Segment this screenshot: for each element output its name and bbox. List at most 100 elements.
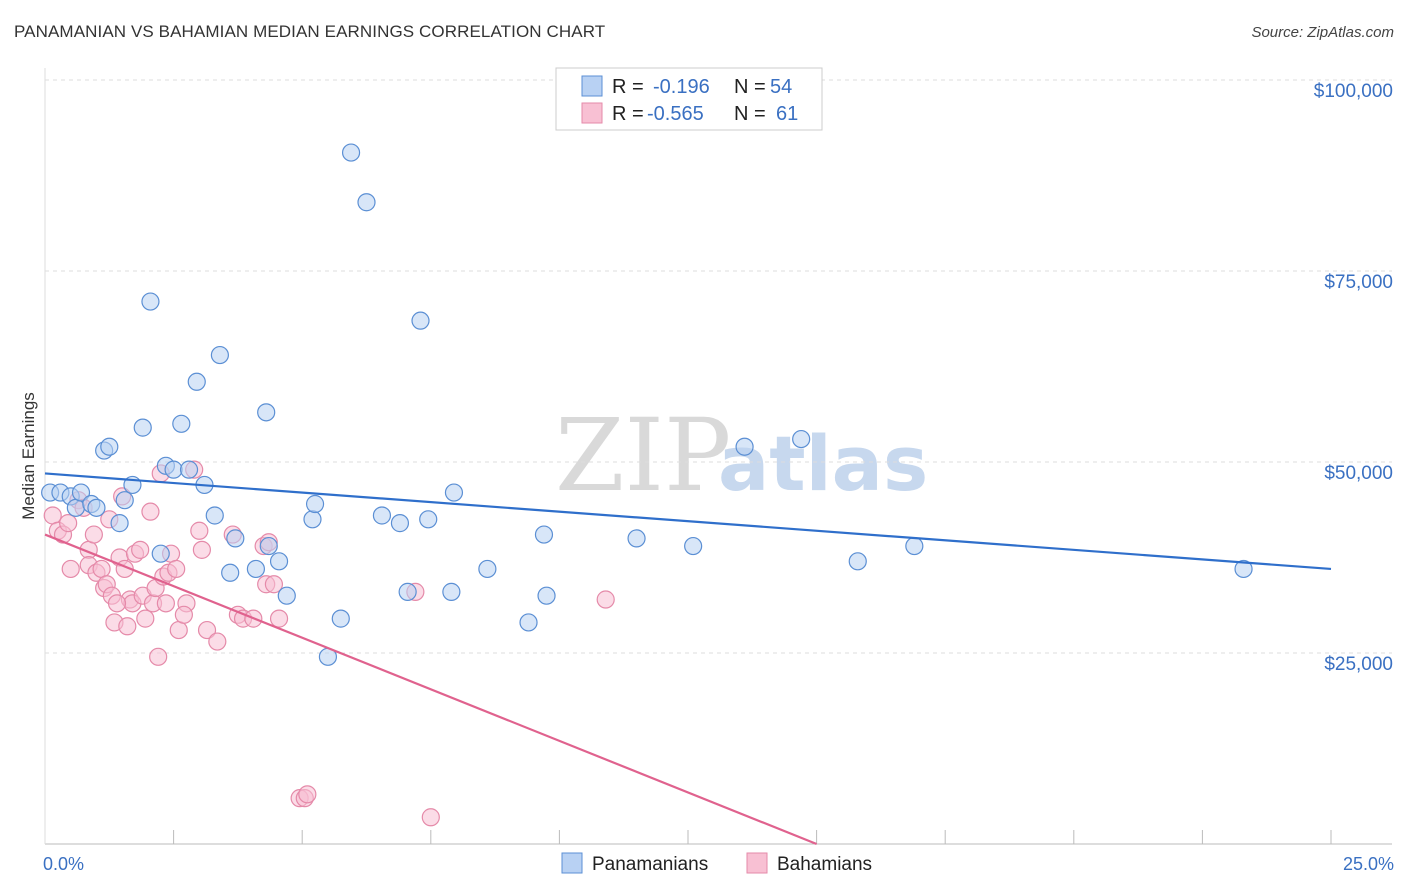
bahamians-point-36 [167, 559, 186, 579]
bahamians-point-39 [174, 605, 193, 624]
legend-n-label-1: N = [734, 76, 766, 98]
panamanians-point-24 [226, 529, 245, 548]
x-axis-ticks [173, 830, 1332, 844]
bahamians-point-3 [59, 514, 78, 533]
panamanians-point-48 [684, 536, 703, 556]
panamanians-point-23 [221, 563, 240, 582]
bahamians-trend-line [44, 533, 818, 846]
bahamians-point-27 [141, 502, 160, 521]
legend-r-value-2: -0.565 [647, 103, 704, 125]
legend-n-value-2: 61 [776, 103, 798, 125]
panamanians-point-47 [627, 529, 646, 548]
bahamians-point-11 [92, 559, 111, 579]
bahamians-point-52 [264, 575, 284, 594]
panamanians-point-3 [66, 498, 85, 517]
watermark-atlas: atlas [718, 419, 928, 508]
panamanians-point-44 [519, 613, 538, 632]
panamanians-point-28 [269, 552, 289, 571]
panamanians-point-19 [187, 372, 206, 391]
y-tick-label-25000: $25,000 [1324, 654, 1393, 675]
panamanians-point-52 [905, 536, 924, 556]
panamanians-point-16 [164, 460, 183, 479]
x-tick-label-max: 25.0% [1343, 854, 1394, 874]
series-legend-label-bahamians: Bahamians [777, 854, 872, 875]
bahamians-point-58 [596, 590, 615, 609]
panamanians-point-40 [419, 510, 438, 529]
bahamians-point-43 [208, 632, 227, 651]
bahamians-point-37 [169, 620, 188, 640]
panamanians-point-30 [303, 510, 322, 529]
watermark: ZIP atlas [555, 397, 928, 514]
y-tick-label-100000: $100,000 [1314, 81, 1393, 102]
bahamians-point-4 [61, 559, 80, 579]
panamanians-point-22 [210, 345, 229, 365]
bahamians-point-0 [43, 506, 62, 525]
bahamians-point-20 [118, 617, 137, 636]
panamanians-point-14 [151, 544, 170, 563]
panamanians-point-49 [735, 437, 754, 456]
bahamians-point-26 [136, 609, 155, 628]
bahamians-point-42 [197, 620, 217, 640]
panamanians-point-29 [277, 586, 296, 605]
bahamians-point-51 [269, 609, 289, 628]
panamanians-point-53 [1234, 559, 1253, 579]
panamanians-point-46 [537, 586, 556, 605]
panamanians-point-33 [331, 609, 350, 628]
panamanians-point-17 [172, 414, 191, 433]
bahamians-point-33 [156, 594, 175, 613]
bahamians-point-9 [84, 525, 103, 544]
panamanians-point-41 [442, 582, 461, 601]
y-axis-tick-labels: $25,000 $50,000 $75,000 $100,000 [1314, 81, 1393, 675]
bahamians-point-41 [192, 540, 211, 559]
watermark-zip: ZIP [555, 397, 731, 514]
series-legend-label-panamanians: Panamanians [592, 854, 708, 875]
panamanians-point-51 [848, 552, 867, 571]
source-credit: Source: ZipAtlas.com [1251, 24, 1394, 41]
panamanians-point-38 [398, 582, 417, 601]
panamanians-point-45 [534, 525, 554, 544]
panamanians-point-31 [305, 494, 325, 514]
panamanians-point-21 [205, 506, 224, 525]
axes [44, 68, 1392, 845]
legend-swatch-bahamians [581, 102, 603, 124]
chart-title: PANAMANIAN VS BAHAMIAN MEDIAN EARNINGS C… [14, 22, 606, 41]
panamanians-point-12 [133, 418, 152, 437]
panamanians-point-13 [141, 292, 160, 311]
bahamians-point-24 [131, 540, 150, 559]
panamanians-point-42 [444, 483, 464, 502]
panamanians-point-27 [259, 536, 278, 556]
panamanians-point-35 [357, 193, 376, 212]
panamanians-point-43 [478, 559, 497, 579]
series-legend: Panamanians Bahamians [561, 852, 872, 875]
panamanians-point-6 [87, 498, 106, 517]
legend-n-value-1: 54 [770, 76, 792, 98]
panamanians-point-18 [179, 460, 199, 479]
legend-n-label-2: N = [734, 103, 766, 125]
panamanians-point-39 [411, 311, 430, 330]
y-tick-label-50000: $50,000 [1324, 463, 1393, 484]
correlation-legend: R = -0.196 N = 54 R = -0.565 N = 61 [555, 67, 823, 131]
legend-swatch-panamanians [581, 75, 603, 97]
panamanians-trend-line [44, 472, 1332, 571]
panamanians-point-34 [341, 143, 361, 162]
panamanians-point-37 [390, 514, 410, 533]
legend-r-label-1: R = [612, 76, 644, 98]
panamanians-point-9 [110, 514, 129, 533]
bahamians-point-55 [298, 785, 317, 804]
y-axis-label: Median Earnings [19, 392, 38, 520]
panamanians-point-25 [246, 559, 266, 579]
bahamians-point-59 [190, 521, 209, 540]
panamanians-point-4 [71, 483, 91, 502]
series-legend-swatch-panamanians [561, 852, 583, 874]
bahamians-point-30 [149, 647, 168, 666]
bahamians-points [43, 460, 615, 827]
x-tick-label-min: 0.0% [43, 854, 84, 874]
bahamians-point-60 [107, 594, 127, 613]
panamanians-point-8 [100, 437, 119, 456]
legend-r-value-1: -0.196 [653, 76, 710, 98]
panamanians-point-26 [257, 403, 276, 422]
panamanians-point-50 [792, 429, 811, 449]
bahamians-point-57 [421, 808, 440, 827]
panamanians-point-10 [115, 491, 134, 510]
